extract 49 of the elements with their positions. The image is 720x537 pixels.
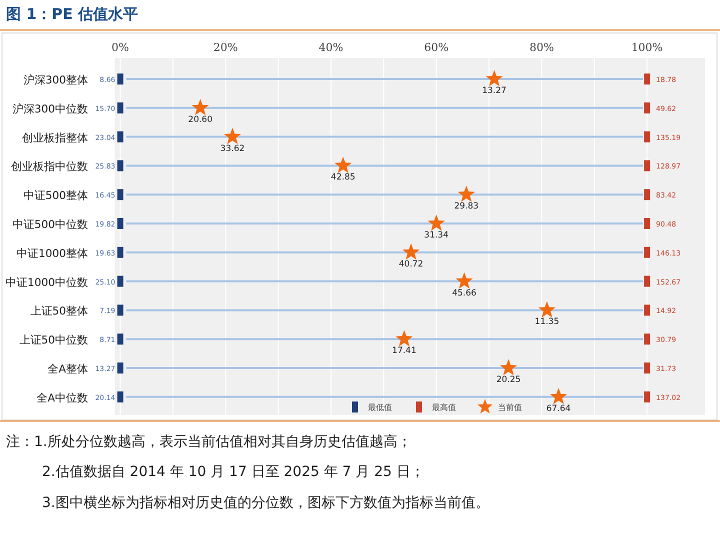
legend-label: 最高值: [432, 403, 456, 412]
annotation: 29.83: [454, 202, 479, 212]
point: [456, 272, 473, 289]
point: [334, 156, 352, 173]
y-tick-label: 创业板指整体: [22, 131, 88, 144]
point: [486, 70, 503, 86]
legend-label: 最低值: [368, 403, 392, 412]
point: [428, 214, 445, 231]
point: [402, 243, 420, 260]
y-tick-label: 中证1000整体: [16, 246, 88, 260]
point: [500, 359, 518, 376]
y-tick-label: 中证500中位数: [12, 218, 88, 231]
annotation: 40.72: [398, 259, 424, 270]
annotation: 67.64: [546, 404, 571, 414]
text: 3.图中横坐标为指标相对历史值的分位数，图标下方数值为指标当前值。: [42, 495, 490, 511]
x-tick-label: 40%: [318, 41, 344, 54]
legend-label: 当前值: [498, 403, 522, 412]
annotation: 31.34: [424, 230, 449, 240]
x-tick-label: 80%: [529, 41, 554, 54]
y-tick-label: 上证50整体: [30, 304, 88, 318]
y-tick-label: 上证50中位数: [19, 334, 88, 347]
x-tick-label: 60%: [424, 41, 449, 54]
annotation: 11.35: [534, 317, 560, 328]
point: [192, 98, 209, 116]
point: [550, 388, 568, 404]
point: [224, 128, 242, 144]
text: 注：1.所处分位数越高，表示当前估值相对其自身历史估值越高；: [6, 434, 412, 450]
annotation: 20.25: [496, 375, 521, 385]
point: [396, 330, 413, 346]
annotation: 42.85: [330, 172, 356, 183]
annotation: 20.60: [188, 114, 213, 125]
x-tick-label: 100%: [631, 41, 663, 54]
x-tick-label: 0%: [112, 41, 129, 54]
annotation: 33.62: [220, 144, 245, 154]
text: 2.估值数据自 2014 年 10 月 17 日至 2025 年 7 月 25 日；: [42, 464, 424, 480]
x-tick-label: 20%: [213, 41, 238, 54]
y-tick-label: 沪深300整体: [23, 74, 88, 86]
y-tick-label: 沪深300中位数: [12, 102, 88, 116]
annotation: 17.41: [392, 346, 416, 356]
y-tick-label: 全A整体: [48, 362, 88, 376]
y-tick-label: 全A中位数: [36, 391, 88, 404]
point: [538, 301, 556, 318]
y-tick-label: 中证500整体: [23, 189, 88, 202]
point: [458, 186, 475, 202]
y-tick-label: 中证1000中位数: [6, 276, 88, 289]
chart-title: 图 1：PE 估值水平: [6, 5, 138, 23]
y-tick-label: 创业板指中位数: [11, 160, 88, 174]
annotation: 45.66: [452, 288, 476, 298]
annotation: 13.27: [482, 86, 506, 96]
